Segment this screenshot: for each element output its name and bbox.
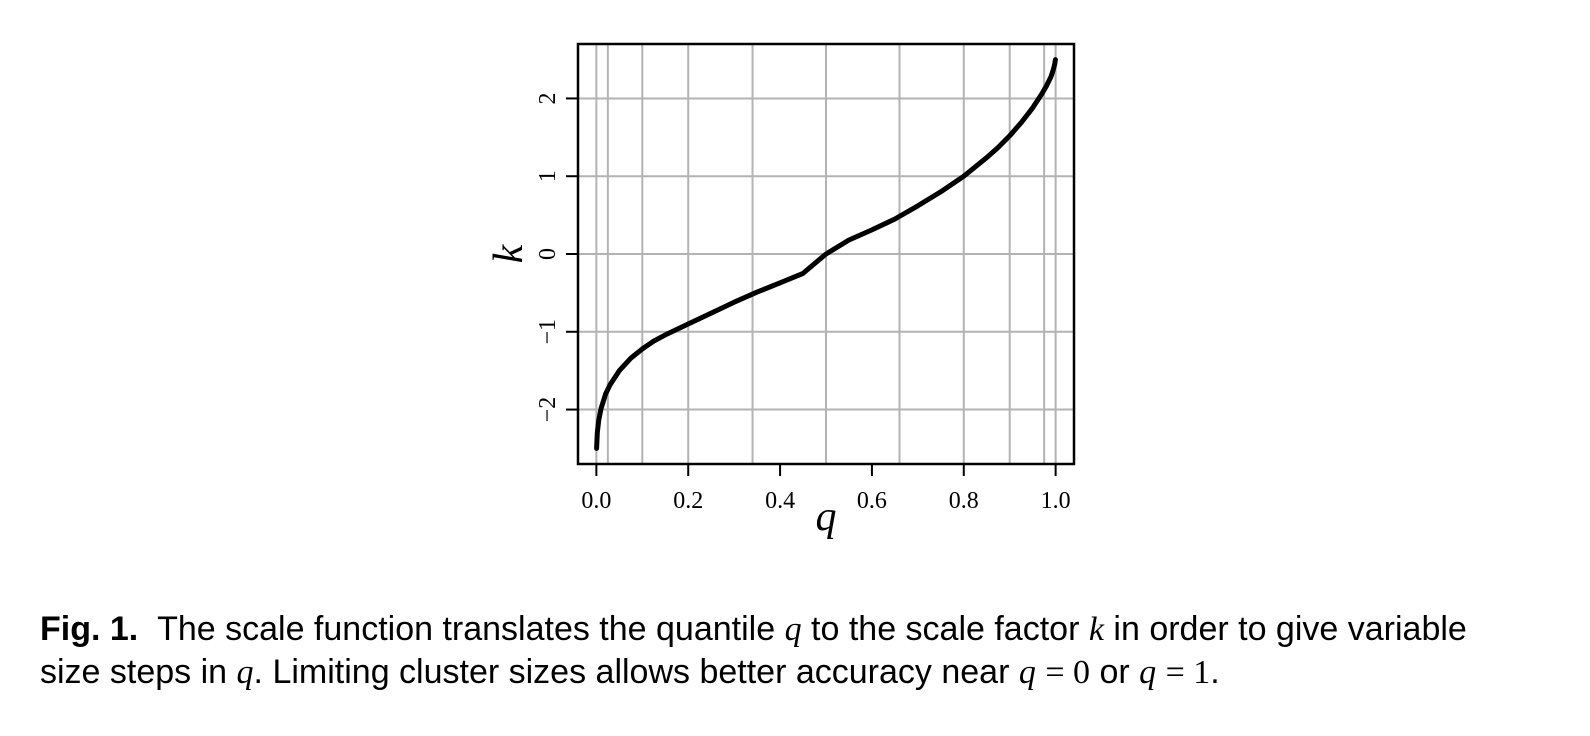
math-q: q [236,654,254,691]
caption-text: The scale function translates the quanti… [157,610,776,648]
math-q: q [1139,654,1157,691]
series-line [594,57,1058,451]
x-tick-label: 0.4 [765,488,795,514]
y-tick-label: −1 [535,319,561,345]
y-tick-label: 1 [535,170,561,182]
math-equals-zero: = 0 [1045,654,1090,691]
y-tick-label: 0 [535,248,561,260]
y-tick-label: 2 [535,92,561,104]
x-tick-label: 0.2 [673,488,703,514]
caption-text: . Limiting cluster sizes allows better a… [253,653,1010,691]
math-q: q [1018,654,1036,691]
figure-caption: Fig. 1. The scale function translates th… [40,608,1580,694]
x-tick-label: 0.6 [857,488,887,514]
y-axis: −2 −1 0 1 2 [535,92,578,422]
x-tick-label: 0.8 [949,488,979,514]
caption-text: to the scale factor [811,610,1080,648]
scale-function-chart: 0.0 0.2 0.4 0.6 0.8 1.0 −2 −1 0 1 2 q k [486,42,1076,540]
y-tick-label: −2 [535,397,561,423]
caption-text: in order to give variable [1113,610,1467,648]
math-k: k [1088,611,1104,648]
caption-text: size steps in [40,653,228,691]
x-axis: 0.0 0.2 0.4 0.6 0.8 1.0 [581,464,1071,514]
figure-label: Fig. 1. [40,610,139,648]
caption-line-2: size steps in q. Limiting cluster sizes … [40,651,1580,694]
caption-text: . [1210,653,1220,691]
math-equals-one: = 1 [1165,654,1211,691]
curve-layer [594,57,1058,451]
x-tick-label: 0.0 [581,488,611,514]
math-q: q [784,611,802,648]
caption-line-1: Fig. 1. The scale function translates th… [40,608,1580,651]
y-axis-title: k [486,243,532,263]
caption-text: or [1099,653,1130,691]
x-axis-title: q [816,494,837,540]
x-tick-label: 1.0 [1041,488,1071,514]
